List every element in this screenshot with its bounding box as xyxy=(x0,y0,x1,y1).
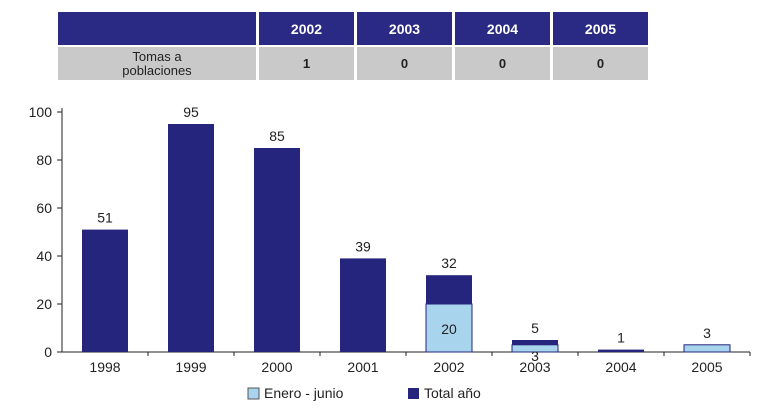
data-label-total-2001: 39 xyxy=(355,238,371,254)
bar-total-1999 xyxy=(168,124,214,352)
y-tick-label: 60 xyxy=(36,200,52,216)
legend-label-enero: Enero - junio xyxy=(264,385,344,401)
cell-value-2004: 0 xyxy=(455,47,550,80)
data-label-enero-2002: 20 xyxy=(441,321,457,337)
cell-value-2002: 1 xyxy=(259,47,354,80)
table-row: Tomas a poblaciones 1 0 0 0 xyxy=(58,47,648,80)
data-label-enero-2005: 3 xyxy=(703,325,711,341)
header-year-2002: 2002 xyxy=(259,12,354,45)
x-tick-label: 2000 xyxy=(261,359,292,375)
header-year-2003: 2003 xyxy=(357,12,452,45)
cell-value-2003: 0 xyxy=(357,47,452,80)
row-label-line2: poblaciones xyxy=(122,62,192,78)
y-tick-label: 20 xyxy=(36,296,52,312)
row-label-line1: Tomas a xyxy=(132,48,182,64)
bar-total-1998 xyxy=(82,229,128,352)
table-header-row: 2002 2003 2004 2005 xyxy=(58,12,648,45)
data-label-total-1999: 95 xyxy=(183,104,199,120)
bar-total-2001 xyxy=(340,258,386,352)
header-year-2004: 2004 xyxy=(455,12,550,45)
legend-label-total: Total año xyxy=(424,385,481,401)
x-tick-label: 2003 xyxy=(519,359,550,375)
table-corner-cell xyxy=(58,12,256,45)
legend-swatch-total xyxy=(408,388,419,399)
x-tick-label: 2004 xyxy=(605,359,636,375)
y-tick-label: 40 xyxy=(36,248,52,264)
legend-swatch-enero xyxy=(247,387,260,400)
bar-enero-2002 xyxy=(425,303,473,353)
y-tick-label: 100 xyxy=(29,104,53,120)
bar-total-2004 xyxy=(598,349,644,352)
data-label-enero-2003: 3 xyxy=(531,348,539,364)
y-tick-label: 80 xyxy=(36,152,52,168)
bar-enero-2005 xyxy=(683,344,731,353)
x-tick-label: 1999 xyxy=(175,359,206,375)
x-tick-label: 2001 xyxy=(347,359,378,375)
bar-chart: 0204060801001998511999952000852001392002… xyxy=(29,104,751,401)
data-label-total-2004: 1 xyxy=(617,330,625,346)
data-label-total-1998: 51 xyxy=(97,210,113,226)
bar-enero-2003 xyxy=(511,344,559,353)
cell-value-2005: 0 xyxy=(553,47,648,80)
y-tick-label: 0 xyxy=(44,344,52,360)
x-tick-label: 1998 xyxy=(89,359,120,375)
data-label-total-2003: 5 xyxy=(531,320,539,336)
bar-total-2000 xyxy=(254,148,300,352)
data-label-total-2002: 32 xyxy=(441,255,457,271)
summary-table: 2002 2003 2004 2005 Tomas a poblaciones … xyxy=(55,10,651,82)
header-year-2005: 2005 xyxy=(553,12,648,45)
x-tick-label: 2005 xyxy=(691,359,722,375)
row-label: Tomas a poblaciones xyxy=(58,47,256,80)
x-tick-label: 2002 xyxy=(433,359,464,375)
data-label-total-2000: 85 xyxy=(269,128,285,144)
